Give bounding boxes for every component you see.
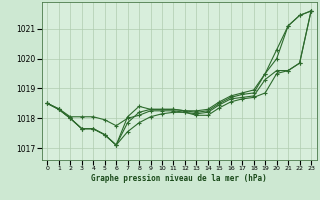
X-axis label: Graphe pression niveau de la mer (hPa): Graphe pression niveau de la mer (hPa) bbox=[91, 174, 267, 183]
